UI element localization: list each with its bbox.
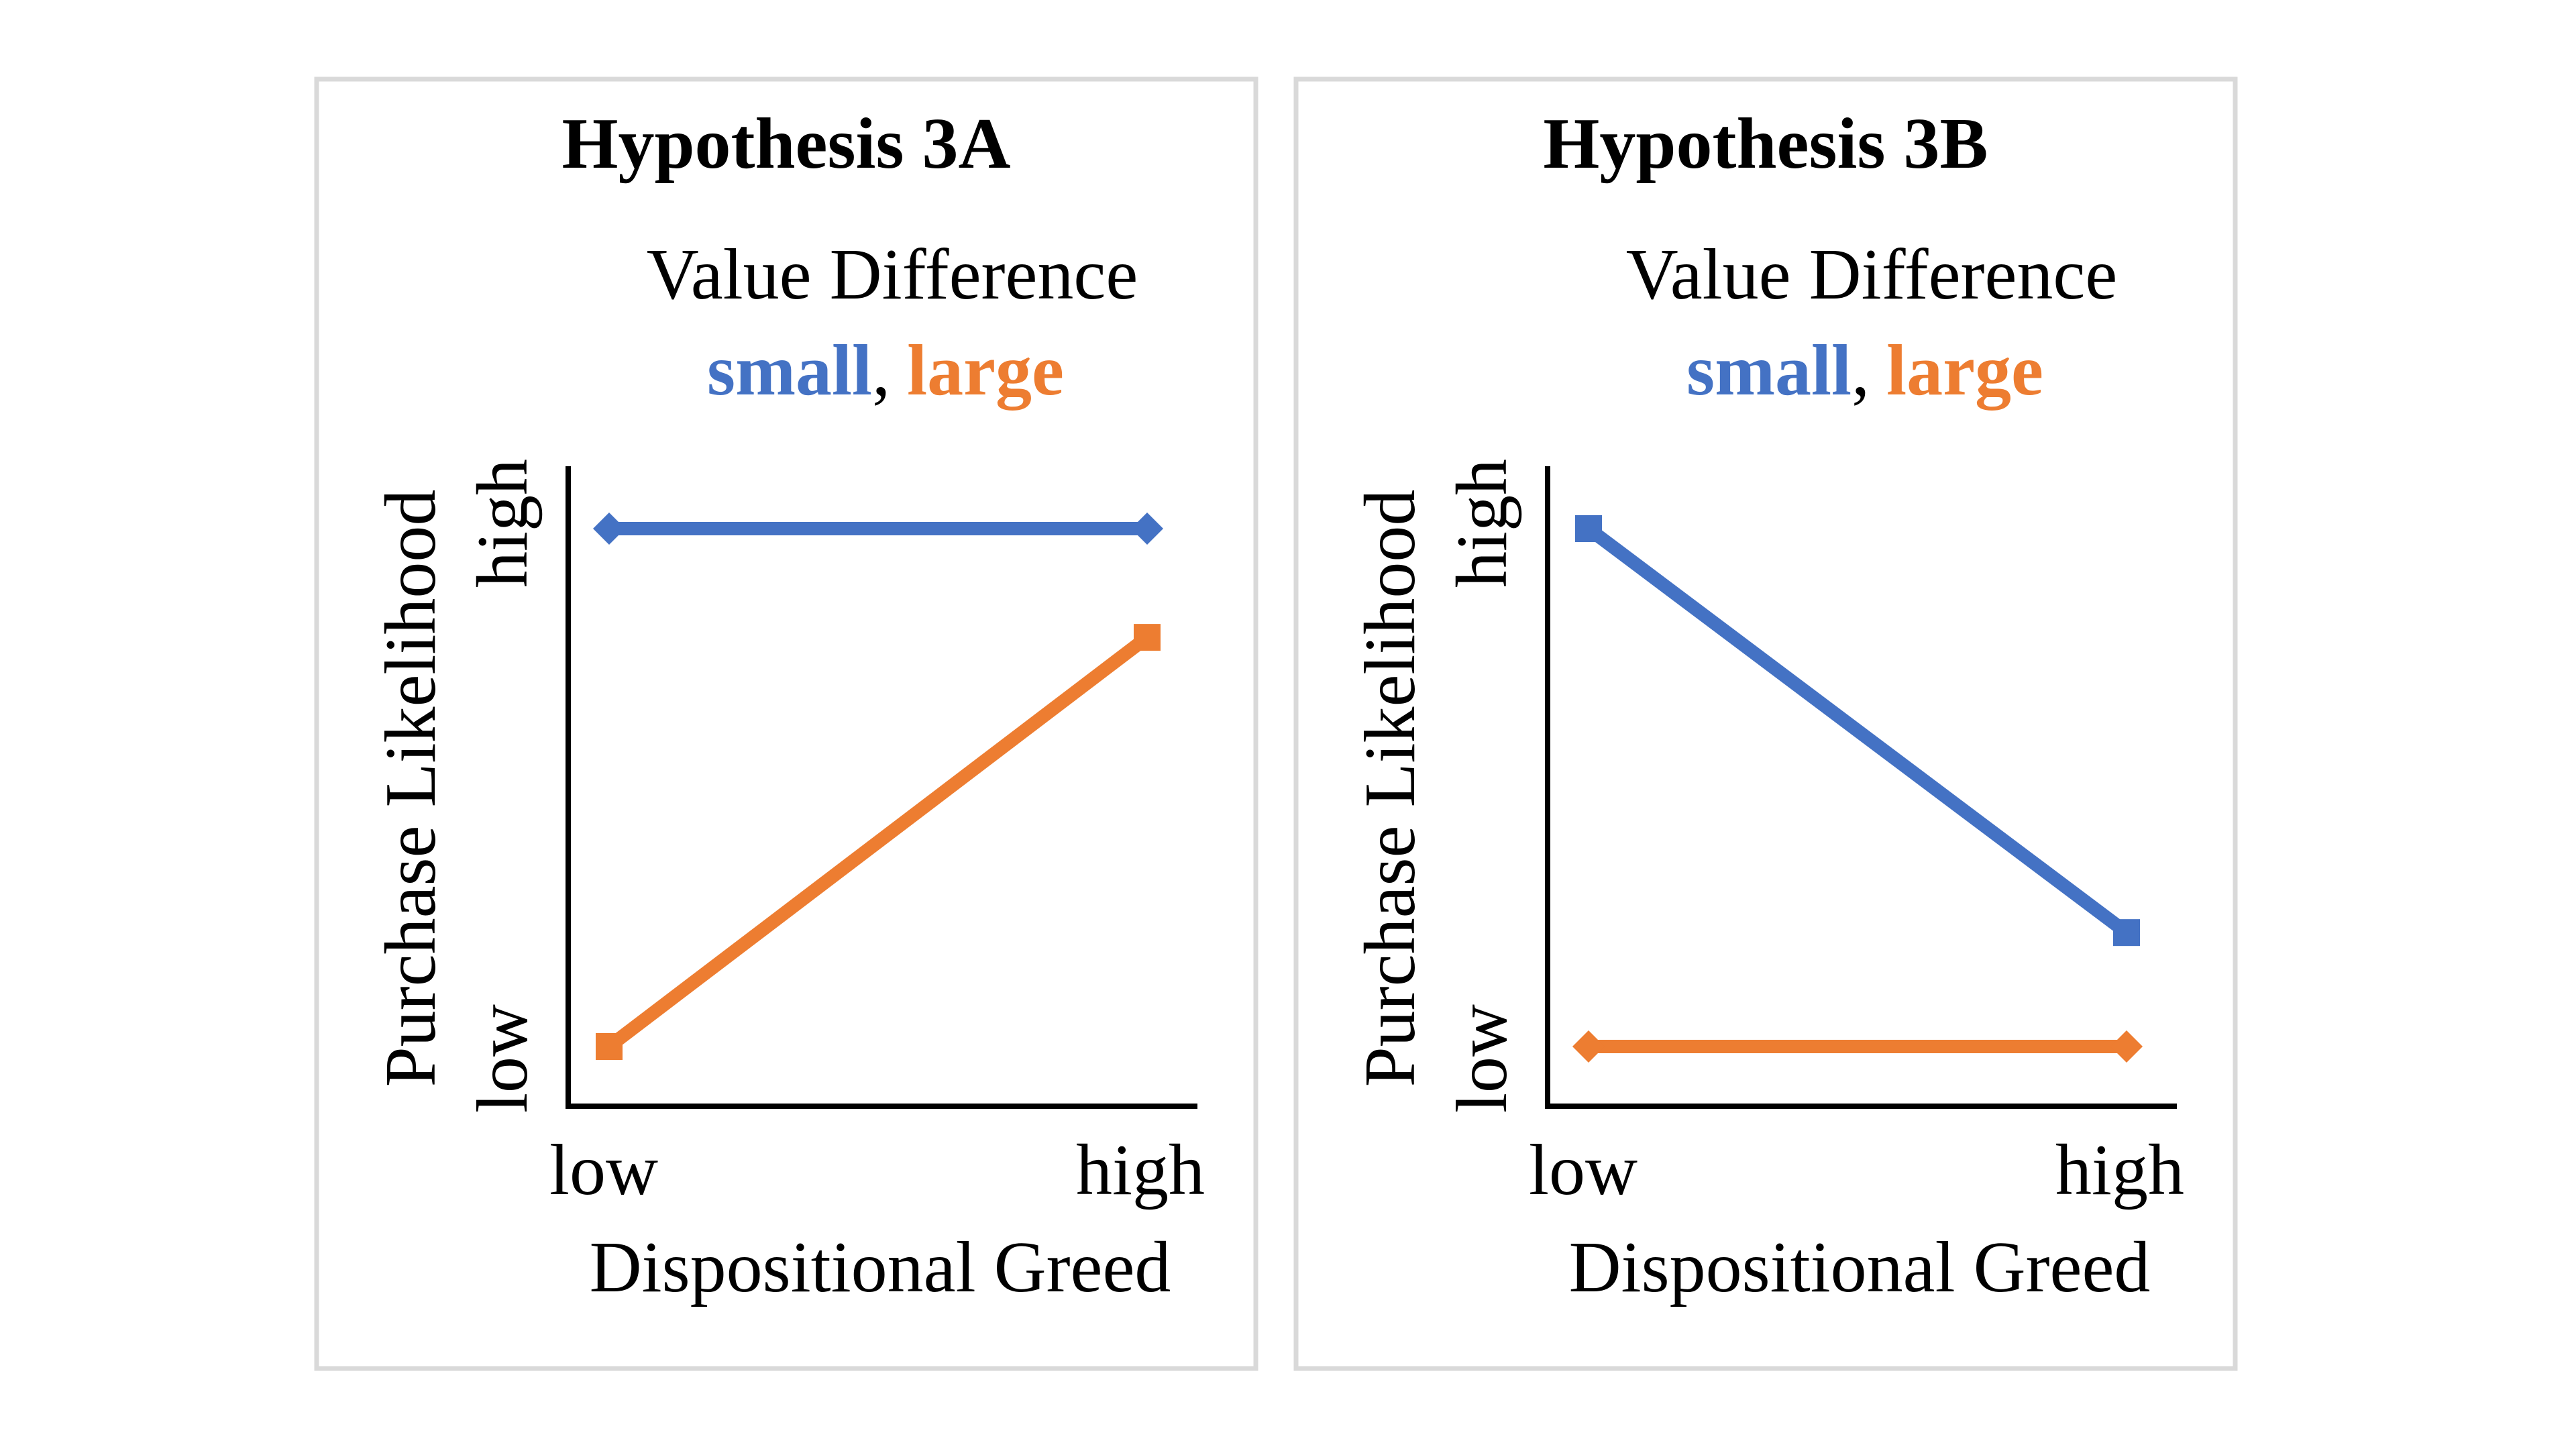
series-line-large bbox=[604, 632, 1152, 1052]
legend-title: Value Difference bbox=[647, 235, 1138, 315]
y-axis-label: Purchase Likelihood bbox=[1350, 490, 1430, 1087]
legend-separator: , bbox=[872, 331, 890, 411]
y-tick-label-low: low bbox=[1442, 1004, 1522, 1113]
x-tick-label-low: low bbox=[549, 1130, 658, 1210]
data-point-small-low bbox=[1575, 515, 1602, 542]
panel-hypothesis-3a: Hypothesis 3A Value Difference small, lar… bbox=[314, 76, 1258, 1371]
data-point-small-low bbox=[593, 513, 625, 545]
x-tick-label-low: low bbox=[1529, 1130, 1638, 1210]
panel-hypothesis-3b: Hypothesis 3B Value Difference small, lar… bbox=[1293, 76, 2238, 1371]
x-tick-label-high: high bbox=[2055, 1130, 2184, 1210]
data-point-large-high bbox=[1134, 624, 1161, 651]
legend-separator: , bbox=[1851, 331, 1870, 411]
data-point-large-low bbox=[596, 1033, 623, 1060]
chart-title: Hypothesis 3A bbox=[561, 104, 1010, 184]
chart-title: Hypothesis 3B bbox=[1543, 104, 1988, 184]
series-line-small bbox=[1584, 523, 2131, 938]
data-point-large-high bbox=[2110, 1030, 2143, 1063]
plot-area bbox=[593, 513, 1163, 1060]
legend-entry-small: small bbox=[1686, 331, 1851, 411]
legend: small, large bbox=[707, 331, 1064, 411]
data-point-large-low bbox=[1572, 1030, 1605, 1063]
legend: small, large bbox=[1686, 331, 2043, 411]
legend-title: Value Difference bbox=[1626, 235, 2118, 315]
y-tick-label-high: high bbox=[463, 459, 543, 588]
x-tick-label-high: high bbox=[1076, 1130, 1205, 1210]
legend-entry-large: large bbox=[907, 331, 1064, 411]
x-axis-label: Dispositional Greed bbox=[1569, 1228, 2151, 1307]
y-axis-label: Purchase Likelihood bbox=[371, 490, 451, 1087]
panel-frame bbox=[1293, 76, 2238, 1371]
plot-area bbox=[1572, 515, 2143, 1063]
data-point-small-high bbox=[1131, 513, 1163, 545]
data-point-small-high bbox=[2113, 919, 2140, 947]
x-axis-label: Dispositional Greed bbox=[590, 1228, 1171, 1307]
y-tick-label-low: low bbox=[463, 1004, 543, 1113]
legend-entry-large: large bbox=[1886, 331, 2043, 411]
legend-entry-small: small bbox=[707, 331, 872, 411]
panel-frame bbox=[314, 76, 1258, 1371]
y-tick-label-high: high bbox=[1442, 459, 1522, 588]
